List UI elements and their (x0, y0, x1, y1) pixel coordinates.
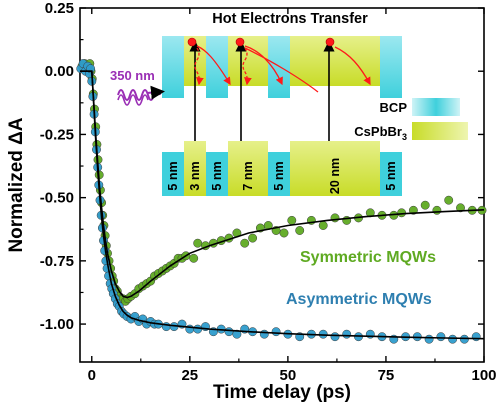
excitation-light-icon: 350 nm (110, 68, 165, 106)
data-point (287, 215, 297, 225)
x-tick-label: 100 (471, 367, 496, 384)
legend-label-cspbbr3-sub: 3 (402, 132, 407, 142)
legend-label-cspbbr3-main: CsPbBr (354, 124, 402, 139)
electron-dot (325, 37, 335, 47)
excitation-wavelength-label: 350 nm (110, 68, 155, 83)
conduction-band-blocks (162, 36, 402, 98)
vb-bcp-1 (162, 152, 184, 196)
asymmetric-series-label: Asymmetric MQWs (286, 291, 432, 308)
inset-legend: BCP CsPbBr3 (354, 98, 468, 142)
data-point (189, 253, 199, 263)
data-point (279, 228, 289, 238)
vb-pb-2 (228, 141, 268, 196)
layer-label: 5 nm (384, 161, 398, 190)
data-point (318, 221, 328, 230)
vb-bcp-4 (380, 152, 402, 196)
layer-label: 5 nm (272, 161, 286, 190)
x-tick-label: 75 (378, 367, 395, 384)
data-point (342, 329, 352, 339)
legend-swatch-bcp (412, 98, 460, 116)
legend-label-bcp: BCP (380, 100, 408, 115)
y-tick-label: -1.00 (40, 316, 74, 333)
y-tick-label: 0.25 (45, 0, 74, 17)
data-point (193, 324, 203, 334)
cb-bcp-1 (162, 36, 184, 98)
data-point (456, 203, 465, 213)
hot-electrons (187, 37, 335, 47)
layer-label: 7 nm (241, 161, 255, 190)
legend-label-cspbbr3: CsPbBr3 (354, 124, 407, 142)
asymmetric-fit-line (80, 70, 485, 340)
y-tick-label: 0.00 (45, 63, 74, 80)
cb-bcp-2 (206, 36, 228, 98)
data-point (295, 226, 305, 235)
data-point (259, 329, 269, 339)
electron-dot (187, 37, 197, 47)
transfer-arrow (244, 47, 319, 93)
cb-pb-2 (228, 36, 268, 86)
valence-band-blocks (162, 141, 402, 196)
wave-arrow-icon (146, 85, 165, 100)
data-point (248, 233, 258, 243)
excitation-arrows (189, 40, 335, 141)
data-point (448, 334, 458, 344)
layer-label: 20 nm (328, 158, 342, 194)
x-axis-title: Time delay (ps) (213, 382, 351, 403)
x-tick-label: 25 (181, 367, 198, 384)
x-tick-label: 0 (88, 367, 96, 384)
layer-label: 5 nm (210, 161, 224, 190)
data-point (424, 334, 434, 344)
data-point (224, 327, 234, 337)
legend-swatch-cspbbr3 (412, 122, 468, 140)
symmetric-series-label: Symmetric MQWs (300, 249, 436, 266)
transfer-arrow (334, 46, 371, 86)
data-point (420, 200, 430, 210)
layer-label: 3 nm (188, 161, 202, 190)
y-tick-label: -0.25 (40, 126, 74, 143)
electron-dot (235, 37, 245, 47)
relaxation-arrow (242, 47, 252, 86)
layer-label: 5 nm (166, 161, 180, 190)
data-point (193, 238, 203, 248)
inset-title: Hot Electrons Transfer (212, 11, 368, 27)
relaxation-arrows (194, 45, 371, 93)
relaxation-arrow (194, 47, 204, 86)
vb-bcp-2 (206, 152, 228, 196)
cb-bcp-3 (268, 36, 290, 98)
fit-curves (80, 70, 485, 340)
y-tick-label: -0.50 (40, 190, 74, 207)
data-point (232, 329, 242, 339)
y-axis-title-delta: ΔA (6, 117, 27, 145)
data-point (397, 208, 407, 218)
data-point (436, 332, 446, 342)
cb-bcp-4 (380, 36, 402, 98)
y-tick-label: -0.75 (40, 253, 74, 270)
data-point (471, 332, 481, 342)
wave-icon (117, 94, 149, 106)
vb-pb-1 (184, 141, 206, 196)
vb-pb-3 (290, 141, 380, 196)
data-point (330, 213, 340, 223)
layer-thickness-labels: 5 nm 3 nm 5 nm 7 nm 5 nm 20 nm 5 nm (166, 158, 398, 194)
plot-frame (79, 7, 485, 363)
energy-level-inset: Hot Electrons Transfer 5 nm 3 nm 5 nm (110, 11, 468, 196)
y-axis-title-main: Normalized (6, 145, 27, 253)
transfer-arrow (196, 45, 231, 86)
data-point (432, 205, 442, 215)
axes: 0 25 50 75 100 0.25 0.00 -0.25 -0.50 -0.75 -1.00 (40, 0, 497, 384)
data-point (444, 195, 454, 205)
x-tick-label: 50 (280, 367, 297, 384)
data-point (240, 238, 250, 248)
y-axis-title: Normalized ΔA (6, 117, 27, 252)
data-point (330, 332, 340, 342)
vb-bcp-3 (268, 152, 290, 196)
data-point (271, 327, 281, 337)
